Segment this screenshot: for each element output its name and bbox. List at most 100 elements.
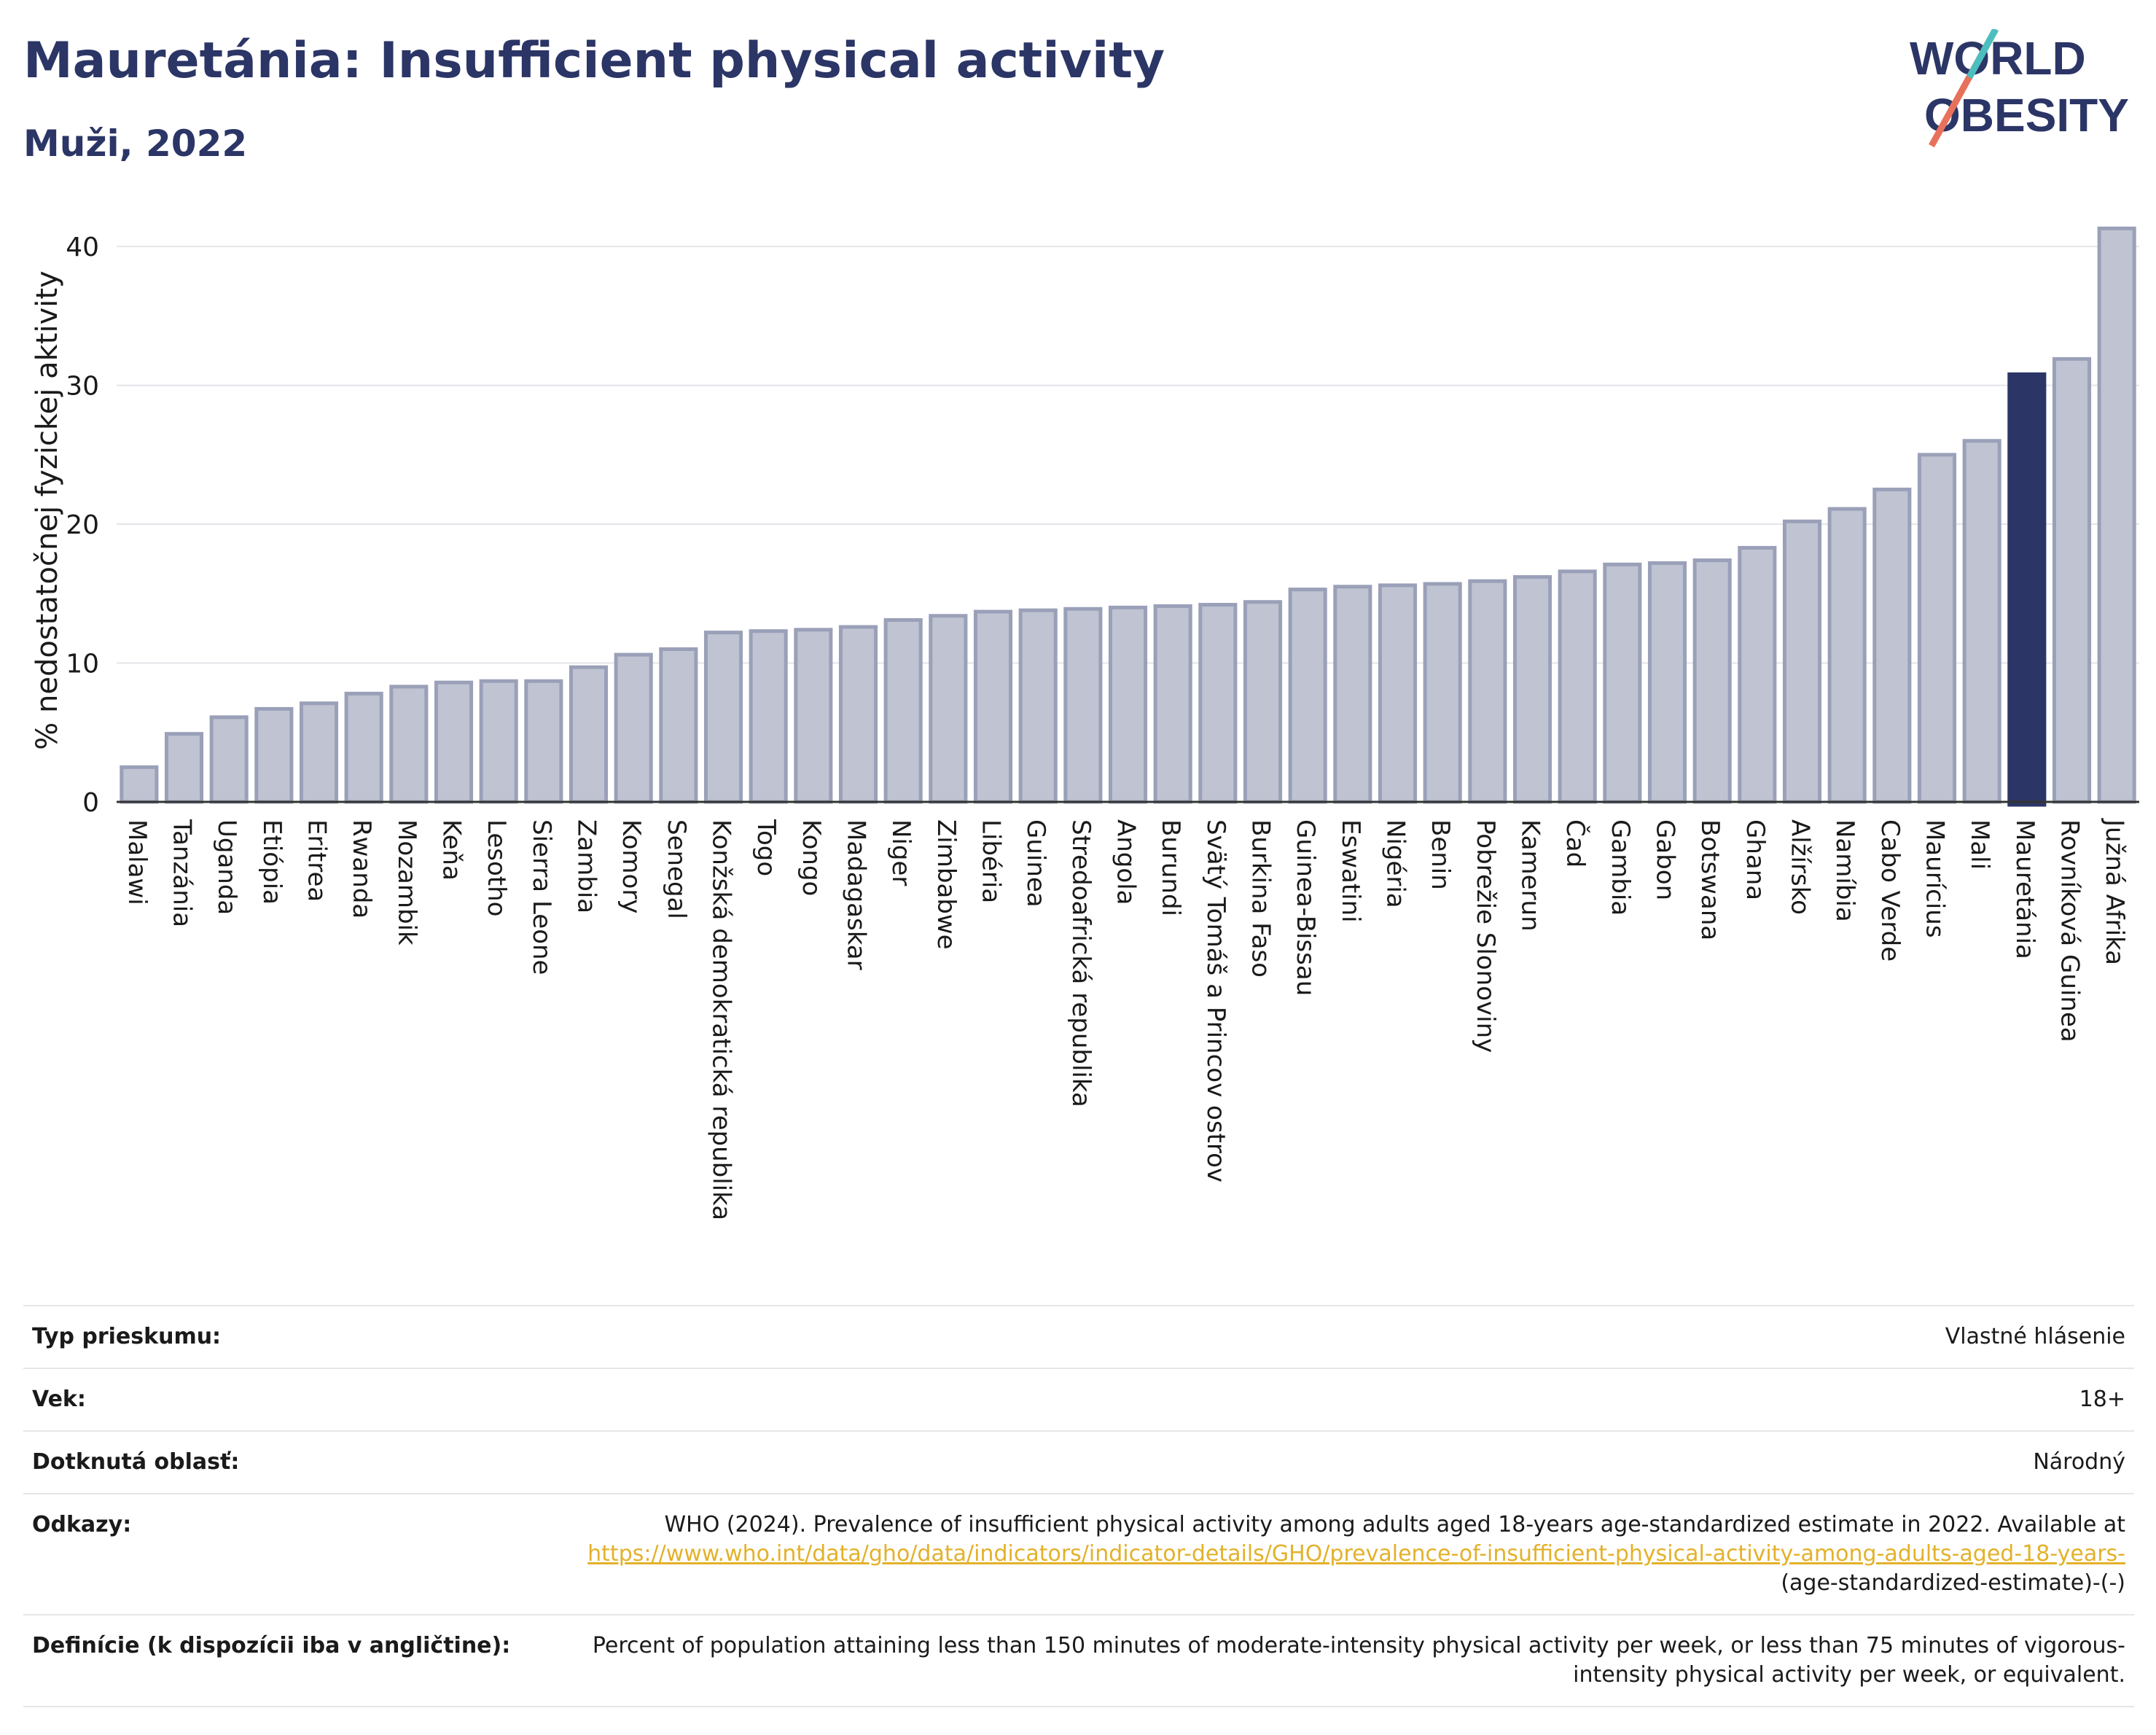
x-tick-label: Togo <box>751 819 781 876</box>
x-tick-label: Libéria <box>977 819 1006 903</box>
meta-value: 18+ <box>2079 1387 2125 1412</box>
bar <box>2097 226 2136 804</box>
y-tick-label: 10 <box>66 650 99 679</box>
bar <box>1872 487 1912 804</box>
bar <box>1782 519 1822 804</box>
x-tick-label: Eritrea <box>302 819 332 902</box>
page-subtitle: Muži, 2022 <box>23 122 248 165</box>
bar <box>2052 356 2092 804</box>
x-tick-label: Eswatini <box>1336 819 1365 923</box>
x-tick-label: Gabon <box>1651 819 1680 900</box>
x-tick-label: Kongo <box>797 819 826 896</box>
x-tick-label: Guinea <box>1021 819 1050 908</box>
x-tick-label: Lesotho <box>482 819 511 916</box>
meta-value: Vlastné hlásenie <box>1945 1324 2125 1349</box>
meta-row-definitions: Definície (k dispozícii iba v angličtine… <box>23 1615 2134 1707</box>
reference-link[interactable]: https://www.who.int/data/gho/data/indica… <box>587 1541 2125 1567</box>
x-tick-label: Etiópia <box>257 819 286 905</box>
y-tick-label: 30 <box>66 372 99 402</box>
meta-row-references: Odkazy: WHO (2024). Prevalence of insuff… <box>23 1494 2134 1615</box>
bar <box>344 691 383 804</box>
bar <box>254 706 294 804</box>
bar <box>749 629 788 804</box>
bar <box>209 715 249 804</box>
bar <box>883 617 923 804</box>
meta-key: Dotknutá oblasť: <box>32 1449 240 1475</box>
x-tick-label: Nigéria <box>1381 819 1410 908</box>
x-tick-label: Namíbia <box>1830 819 1859 922</box>
x-tick-label: Mali <box>1965 819 1994 870</box>
meta-key: Definície (k dispozícii iba v angličtine… <box>32 1633 511 1658</box>
bar <box>1738 545 1777 804</box>
x-tick-label: Zambia <box>572 819 601 913</box>
bar <box>794 628 833 804</box>
x-tick-label: Konžská demokratická republika <box>707 819 736 1220</box>
bar <box>703 631 743 804</box>
bar <box>524 679 563 804</box>
meta-row-age: Vek: 18+ <box>23 1368 2134 1431</box>
x-tick-label: Ghana <box>1741 819 1770 900</box>
reference-text: WHO (2024). Prevalence of insufficient p… <box>664 1512 2125 1537</box>
reference-tail: (age-standardized-estimate)-(-) <box>1781 1570 2125 1596</box>
logo-slash-teal <box>1966 29 1999 79</box>
bar <box>164 732 204 804</box>
bar <box>479 679 518 804</box>
x-tick-label: Benin <box>1426 819 1455 890</box>
x-tick-label: Angola <box>1112 819 1141 905</box>
x-tick-label: Tanzánia <box>168 819 197 927</box>
bar <box>1198 603 1238 804</box>
x-tick-label: Senegal <box>662 819 691 919</box>
x-tick-label: Alžírsko <box>1786 819 1815 915</box>
bar <box>434 680 474 804</box>
bar <box>1962 439 2001 804</box>
meta-key: Odkazy: <box>32 1512 132 1537</box>
bar <box>569 665 609 804</box>
x-tick-label: Rwanda <box>347 819 376 919</box>
bar <box>1288 588 1327 804</box>
x-tick-label: Sierra Leone <box>527 819 556 975</box>
x-tick-label: Botswana <box>1695 819 1725 940</box>
page-title: Mauretánia: Insufficient physical activi… <box>23 32 1165 90</box>
x-tick-label: Madagaskar <box>842 819 871 970</box>
y-tick-label: 0 <box>82 788 99 818</box>
x-tick-label: Cabo Verde <box>1875 819 1905 962</box>
x-tick-label: Komory <box>617 819 646 913</box>
bar <box>1512 574 1552 804</box>
x-tick-label: Burkina Faso <box>1246 819 1276 978</box>
bar <box>659 647 698 804</box>
bar <box>299 701 339 804</box>
bar <box>1378 583 1418 804</box>
x-tick-label: Stredoafrická republika <box>1066 819 1095 1107</box>
x-tick-label: Zimbabwe <box>931 819 961 950</box>
bar <box>973 609 1013 804</box>
meta-row-survey: Typ prieskumu: Vlastné hlásenie <box>23 1306 2134 1368</box>
x-axis-labels: Malawi Tanzánia Uganda Etiópia Eritrea Rwanda… <box>122 818 2129 1220</box>
metadata-table: Typ prieskumu: Vlastné hlásenie Vek: 18+… <box>23 1305 2134 1707</box>
bar <box>1108 605 1148 804</box>
bar <box>1558 569 1597 804</box>
bars <box>120 226 2136 807</box>
x-tick-label: Uganda <box>212 819 241 915</box>
bar <box>120 765 159 804</box>
bar <box>1827 507 1867 804</box>
bar-chart: 0 10 20 30 40 Malawi Tanzánia Uganda Etiópia Eri… <box>31 226 2139 1220</box>
x-tick-label: Burundi <box>1156 819 1185 916</box>
x-tick-label: Niger <box>886 819 915 886</box>
bar <box>838 625 878 804</box>
bar <box>1603 562 1642 804</box>
x-tick-label: Malawi <box>122 819 152 905</box>
meta-key: Typ prieskumu: <box>32 1324 222 1349</box>
x-tick-label: Gambia <box>1606 819 1635 916</box>
x-tick-label: Čad <box>1561 819 1590 868</box>
x-tick-label: Svätý Tomáš a Princov ostrov <box>1201 819 1230 1182</box>
x-tick-label: Pobrežie Slonoviny <box>1471 819 1500 1053</box>
bar-highlight <box>2007 372 2047 807</box>
y-tick-label: 40 <box>66 233 99 262</box>
y-axis-ticks: 0 10 20 30 40 <box>66 233 99 818</box>
bar <box>1692 558 1732 804</box>
bar <box>1243 600 1283 804</box>
y-tick-label: 20 <box>66 510 99 540</box>
bar <box>389 685 429 804</box>
bar <box>1423 582 1462 804</box>
logo-line1: WORLD <box>1910 32 2086 85</box>
